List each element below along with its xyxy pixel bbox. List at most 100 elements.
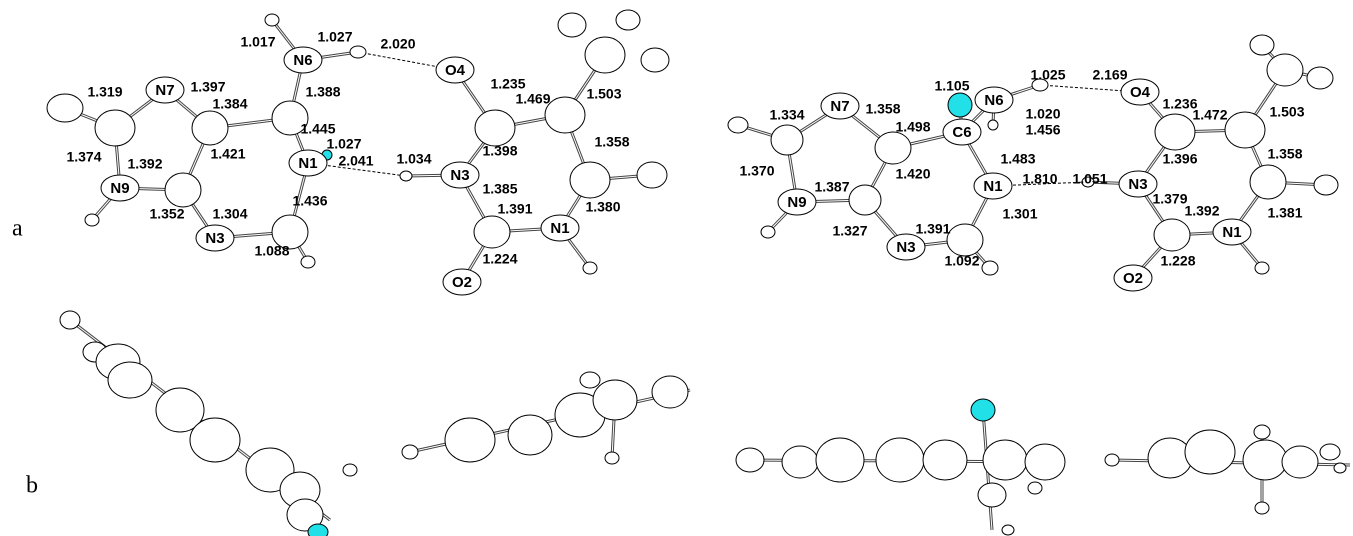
atom-ball [637,162,667,188]
bond-length: 1.301 [1002,206,1037,222]
bond-length: 2.169 [1092,67,1127,83]
atom-label: N9 [787,194,806,211]
bond-length: 1.358 [594,134,629,150]
atom-label: N3 [450,167,469,184]
atom-ball [580,372,600,388]
bond-length: 1.384 [212,96,247,112]
atom-ball [95,110,135,146]
atom-ball [1314,175,1338,195]
atom-label: O4 [1130,84,1151,101]
bond-length: 1.334 [769,107,804,123]
bond-length: 1.027 [326,136,361,152]
atom-ball [771,125,803,155]
bond-length: 1.304 [212,206,247,222]
atom-ball [652,376,688,408]
atom-ball [1225,112,1265,148]
atom-label: C6 [952,124,971,141]
bond-length: 1.421 [210,146,245,162]
atom-ball [1185,430,1235,474]
figure: N6O4N7N1N3N9N3N1O21.0171.0272.0201.3191.… [0,0,1353,536]
atom-ball [1320,444,1340,460]
atom-label: N1 [298,155,317,172]
atom-label: N1 [1222,224,1241,241]
atom-label: O2 [1123,270,1143,287]
bond-length: 1.456 [1025,122,1060,138]
bond-length: 1.436 [292,193,327,209]
atom-ball [1307,67,1333,89]
atom-ball [190,418,240,462]
bond-length: 1.319 [87,84,122,100]
atoms-layer [47,10,1346,536]
bond-length: 1.370 [739,163,774,179]
bond-length: 1.392 [1184,203,1219,219]
atom-ball [508,415,552,455]
atom-ball [1155,114,1195,150]
bond-length: 1.374 [66,149,101,165]
bond-length: 1.391 [915,221,950,237]
atom-ball [350,46,366,58]
bond-length: 1.105 [934,78,969,94]
atom-ball [402,445,418,459]
atom-ball [1250,35,1274,55]
bond-length: 1.358 [1267,146,1302,162]
atom-ball [1254,425,1270,439]
bond-length: 1.392 [127,156,162,172]
atom-ball [1243,440,1287,480]
bond-length: 1.380 [585,199,620,215]
atom-ball [948,93,972,117]
atom-ball [605,452,619,464]
atom-ball [983,440,1027,480]
bond-length: 1.503 [1269,104,1304,120]
bond-length: 1.483 [1000,151,1035,167]
atom-ball [585,37,625,73]
atom-ball [988,120,998,130]
bond-length: 1.027 [317,29,352,45]
atom-ball [1105,454,1119,466]
bond-length: 1.472 [1192,107,1227,123]
bond-length: 1.469 [515,91,550,107]
atom-ball [876,438,924,482]
atom-ball [474,216,510,248]
atom-ball [982,261,998,275]
bond-length: 1.088 [254,243,289,259]
bond-length: 2.041 [338,153,373,169]
panel-label: b [26,473,38,499]
atom-ball [736,448,764,472]
bond-length: 1.034 [396,151,431,167]
atom-ball [728,117,748,133]
bond-length: 1.017 [240,34,275,50]
atom-ball [343,464,357,476]
bond-length: 1.388 [305,84,340,100]
atom-ball [1028,482,1042,494]
atom-ball [641,48,669,72]
bond-length: 1.228 [1160,253,1195,269]
bond-length: 1.397 [190,79,225,95]
atom-label: O2 [452,274,472,291]
atom-ball [593,380,637,420]
bond-length: 1.503 [586,86,621,102]
atom-ball [978,483,1006,507]
atom-ball [558,13,586,37]
atom-ball [400,171,412,181]
atom-ball [1334,463,1346,473]
bond-length: 1.385 [482,181,517,197]
atom-label: N7 [830,98,849,115]
bond-length: 1.358 [865,101,900,117]
atom-ball [570,162,610,198]
atom-ball [875,132,911,164]
bond-length: 1.020 [1025,106,1060,122]
atom-label: N3 [1128,176,1147,193]
bond-length: 1.051 [1072,171,1107,187]
bond-length: 2.020 [380,36,415,52]
atom-ball [308,524,328,536]
bond-length: 1.327 [832,223,867,239]
atom-ball [583,262,597,274]
bond-length: 1.420 [895,166,930,182]
atom-ball [85,214,99,226]
atom-ball [1255,262,1269,274]
bond-length: 1.396 [1162,151,1197,167]
atom-ball [971,399,995,421]
atom-ball [192,111,228,145]
atom-ball [60,311,80,329]
